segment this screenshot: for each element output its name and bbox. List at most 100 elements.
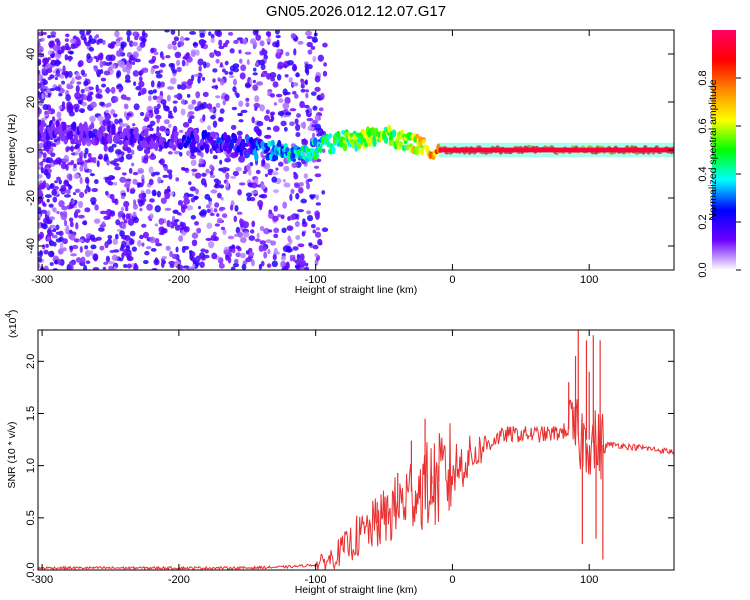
spectrogram-noise-mark [83,264,88,270]
spectrogram-noise-mark [120,206,125,212]
spectrogram-noise-mark [125,74,131,82]
spectrogram-noise-mark [152,65,160,69]
spectrogram-noise-mark [96,73,101,78]
spectrogram-noise-mark [190,214,197,220]
spectrogram-noise-mark [54,259,59,265]
spectrogram-noise-mark [231,106,238,111]
colorbar-tick-label: 0.0 [697,262,709,277]
spectrogram-ridge-mark [117,126,123,133]
spectrogram-noise-mark [64,38,70,42]
spectrogram-noise-mark [48,40,55,48]
spectrogram-noise-mark [48,216,56,221]
spectrogram-noise-mark [95,57,99,63]
spectrogram-noise-mark [250,229,255,234]
spectrogram-noise-mark [55,60,60,65]
spectrogram-noise-mark [168,172,173,180]
spectrogram-noise-mark [295,123,301,132]
spectrogram-noise-mark [210,115,216,120]
spectrogram-noise-mark [70,253,77,257]
spectrogram-noise-mark [293,48,297,56]
spectrogram-noise-mark [147,124,153,128]
spectrogram-noise-mark [46,198,50,203]
spectrogram-noise-mark [59,242,64,249]
spectrogram-noise-mark [83,87,90,92]
spectrogram-noise-mark [228,71,234,76]
spectrogram-noise-mark [314,86,321,92]
spectrogram-noise-mark [268,229,273,233]
spectrogram-noise-mark [300,79,305,86]
spectrogram-noise-mark [306,210,312,215]
spectrogram-ridge-mark [349,132,354,137]
spectrogram-ridge-mark [195,134,200,143]
spectrogram-ridge-mark [405,144,410,151]
spectrogram-noise-mark [283,265,289,270]
spectrogram-noise-mark [305,109,310,114]
y-tick-label: -40 [25,238,37,254]
spectrogram-noise-mark [84,41,91,47]
spectrogram-noise-mark [230,124,237,131]
spectrogram-noise-mark [267,88,273,93]
spectrogram-noise-mark [295,72,300,78]
spectrogram-noise-mark [205,237,212,241]
spectrogram-noise-mark [141,37,147,43]
spectrogram-noise-mark [158,218,165,225]
spectrogram-noise-mark [70,265,74,270]
spectrogram-noise-mark [132,51,139,59]
spectrogram-noise-mark [247,251,255,257]
spectrogram-noise-mark [241,263,247,270]
spectrogram-noise-mark [132,178,138,185]
spectrogram-noise-mark [42,203,47,207]
spectrogram-noise-mark [138,199,144,207]
spectrogram-noise-mark [300,88,306,93]
spectrogram-noise-mark [143,148,151,155]
spectrogram-noise-mark [195,255,201,262]
spectrogram-noise-mark [235,245,241,250]
spectrogram-noise-mark [238,49,242,54]
spectrogram-noise-mark [38,107,42,115]
spectrogram-noise-mark [84,238,90,244]
spectrogram-noise-mark [117,210,125,218]
spectrogram-noise-mark [291,90,297,95]
spectrogram-noise-mark [43,265,49,270]
spectrogram-noise-mark [102,119,108,127]
spectrogram-noise-mark [47,35,52,39]
spectrogram-noise-mark [151,189,157,197]
y-tick-label: 2.0 [25,354,37,369]
spectrogram-y-axis: -40 -20 0 20 40 [25,48,674,254]
spectrogram-ridge-mark [277,139,282,150]
spectrogram-ridge-mark [326,140,331,148]
spectrogram-noise-mark [320,92,325,100]
spectrogram-noise-mark [164,191,171,200]
spectrogram-noise-mark [271,260,278,268]
spectrogram-noise-mark [159,62,166,68]
spectrogram-noise-mark [148,178,154,186]
spectrogram-noise-mark [69,233,76,241]
spectrogram-noise-mark [102,39,106,45]
spectrogram-noise-mark [84,165,88,170]
spectrogram-noise-mark [110,86,116,94]
spectrogram-noise-mark [215,95,221,99]
spectrogram-noise-mark [114,40,122,47]
spectrogram-noise-mark [273,233,279,239]
spectrogram-noise-mark [165,245,171,251]
spectrogram-noise-mark [314,114,320,122]
spectrogram-noise-mark [253,102,261,109]
spectrogram-noise-mark [107,102,112,108]
spectrogram-noise-mark [282,201,287,209]
spectrogram-noise-mark [212,68,218,73]
spectrogram-ridge-mark [150,144,156,149]
spectrogram-noise-mark [310,194,315,200]
spectrogram-noise-mark [38,173,43,179]
spectrogram-noise-mark [245,192,253,198]
spectrogram-noise-mark [97,115,104,122]
spectrogram-noise-mark [113,249,120,253]
spectrogram-noise-mark [295,192,300,200]
spectrogram-noise-mark [183,226,190,233]
spectrogram-ridge-mark [370,126,376,136]
spectrogram-noise-mark [266,126,271,131]
spectrogram-noise-mark [75,85,80,93]
spectrogram-noise-mark [99,210,107,215]
spectrogram-noise-mark [80,33,86,41]
spectrogram-noise-mark [272,125,280,132]
